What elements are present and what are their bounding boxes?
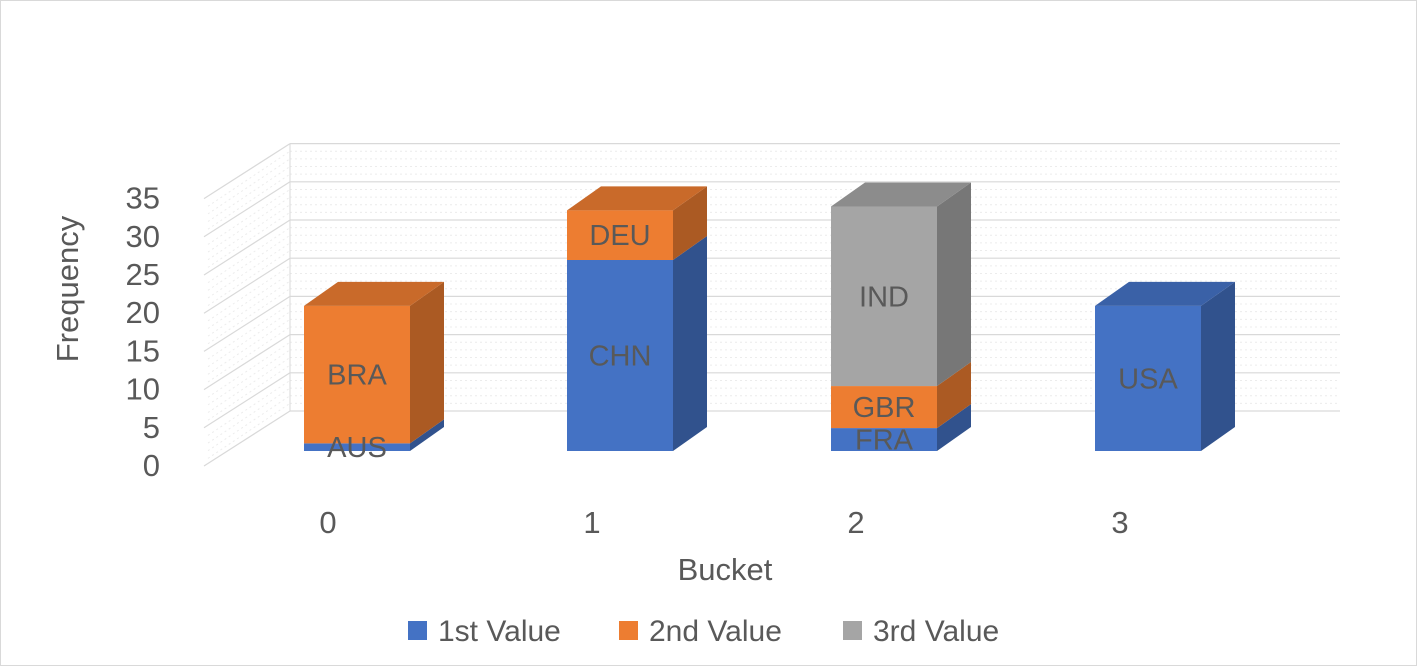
minor-gridline xyxy=(207,402,291,459)
legend-label: 2nd Value xyxy=(649,615,782,648)
bars xyxy=(304,182,1235,451)
bar-segment xyxy=(567,210,673,260)
gridline-diagonal xyxy=(203,257,291,314)
y-tick-label: 15 xyxy=(126,333,160,368)
minor-gridline xyxy=(207,395,291,452)
y-tick-label: 5 xyxy=(143,410,160,445)
minor-gridline xyxy=(207,380,291,436)
y-tick-label: 10 xyxy=(126,372,160,407)
minor-gridline xyxy=(207,357,291,413)
minor-gridline xyxy=(207,242,291,299)
bar-segment-side xyxy=(937,404,971,451)
minor-gridline xyxy=(207,326,291,383)
minor-gridline xyxy=(207,273,291,329)
segment-label: CHN xyxy=(589,341,652,373)
minor-gridline xyxy=(207,150,291,207)
minor-gridline xyxy=(207,196,291,253)
bar-segment-side xyxy=(937,182,971,387)
gridline-diagonal xyxy=(203,372,291,429)
minor-gridline xyxy=(207,364,291,421)
gridline-diagonal xyxy=(203,295,291,352)
minor-gridline xyxy=(207,318,291,375)
bar-segment xyxy=(831,386,937,429)
segment-label: FRA xyxy=(855,425,914,457)
bar-segment xyxy=(1095,305,1201,451)
bar-segment-side xyxy=(410,419,444,451)
gridline-diagonal xyxy=(203,143,291,200)
x-tick-label: 1 xyxy=(583,505,600,540)
minor-gridline xyxy=(207,189,291,245)
minor-gridline xyxy=(207,341,291,398)
minor-gridline xyxy=(207,227,291,284)
gridline-diagonal xyxy=(203,334,291,391)
x-tick-label: 2 xyxy=(847,505,864,540)
minor-gridline xyxy=(207,265,291,322)
segment-label: IND xyxy=(859,281,909,313)
minor-gridline xyxy=(207,387,291,444)
legend-label: 1st Value xyxy=(438,615,561,648)
gridline-diagonal xyxy=(203,219,291,276)
minor-gridline xyxy=(207,166,291,222)
segment-label: GBR xyxy=(853,392,916,424)
legend-label: 3rd Value xyxy=(873,615,999,648)
legend: 1st Value 2nd Value 3rd Value xyxy=(408,615,999,648)
bar-segment xyxy=(831,206,937,387)
bar-segment-side xyxy=(410,281,444,444)
segment-label: USA xyxy=(1118,363,1178,395)
y-tick-label: 25 xyxy=(126,257,160,292)
bar-segment xyxy=(567,260,673,451)
gridline-diagonal xyxy=(203,410,291,467)
minor-gridline xyxy=(207,158,291,215)
legend-swatch xyxy=(843,621,862,640)
minor-gridline xyxy=(207,288,291,345)
segment-label: BRA xyxy=(327,360,387,392)
y-axis-title: Frequency xyxy=(50,215,85,362)
segment-label: AUS xyxy=(327,432,387,464)
x-tick-label: 0 xyxy=(319,505,336,540)
minor-gridline xyxy=(207,250,291,306)
bar-segment-top xyxy=(1095,281,1235,306)
bar-segment-side xyxy=(673,236,707,451)
bar-segment-top xyxy=(831,182,971,207)
legend-swatch xyxy=(619,621,638,640)
segment-label: DEU xyxy=(589,220,650,252)
y-tick-label: 0 xyxy=(143,448,160,483)
minor-gridline xyxy=(207,234,291,291)
bar-segment-side xyxy=(937,362,971,429)
bar-segment xyxy=(304,443,410,451)
y-tick-label: 35 xyxy=(126,181,160,216)
bar-segment-top xyxy=(567,186,707,211)
minor-gridline xyxy=(207,204,291,261)
x-tick-label: 3 xyxy=(1111,505,1128,540)
bar-segment-side xyxy=(1201,281,1235,451)
bar-segment-side xyxy=(673,186,707,260)
y-tick-label: 30 xyxy=(126,219,160,254)
bar-segment xyxy=(304,305,410,444)
legend-swatch xyxy=(408,621,427,640)
minor-gridline xyxy=(207,303,291,360)
bar-segment xyxy=(831,428,937,451)
minor-gridline xyxy=(207,173,291,230)
x-axis-ticks: 0 1 2 3 xyxy=(319,505,1128,540)
gridline-diagonal xyxy=(203,181,291,238)
minor-gridline xyxy=(207,280,291,337)
bar-segment-top xyxy=(304,281,444,306)
x-axis-title: Bucket xyxy=(678,552,773,587)
y-tick-label: 20 xyxy=(126,295,160,330)
minor-gridline xyxy=(207,349,291,406)
minor-gridline xyxy=(207,211,291,268)
minor-gridline xyxy=(207,311,291,368)
